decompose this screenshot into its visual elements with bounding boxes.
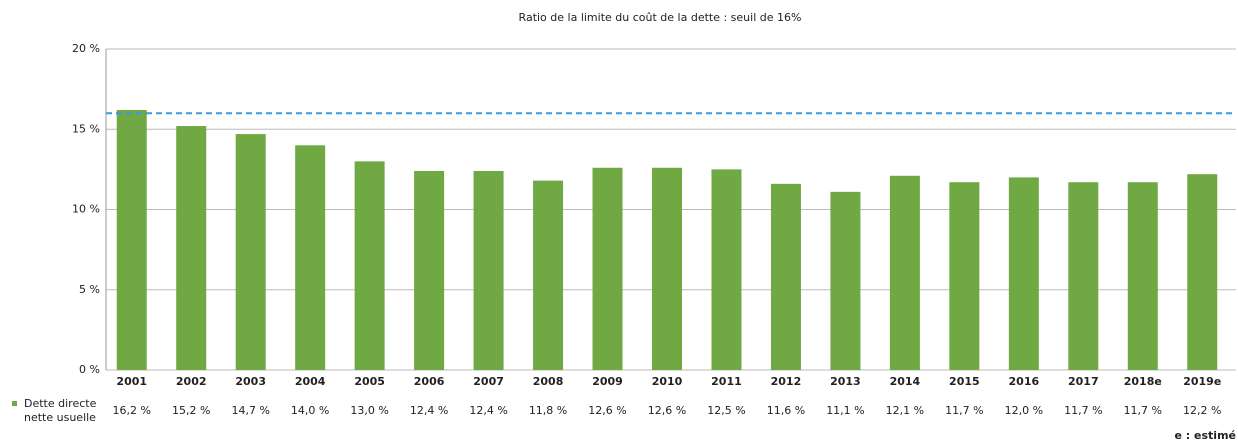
bar [414,170,445,370]
x-tick-label: 2007 [473,375,504,388]
y-tick-label: 15 % [72,122,100,135]
x-tick-label: 2008 [533,375,564,388]
legend-label: Dette directe nette usuelle [24,397,97,424]
x-tick-label: 2002 [176,375,207,388]
value-label: 11,1 % [826,404,864,417]
bar [711,169,742,370]
value-label: 12,4 % [410,404,448,417]
bar [770,183,801,370]
bar [949,182,980,370]
x-tick-label: 2006 [414,375,445,388]
x-tick-label: 2018e [1124,375,1162,388]
value-label: 16,2 % [113,404,151,417]
x-tick-label: 2004 [295,375,326,388]
bar [592,167,623,370]
value-label: 13,0 % [350,404,388,417]
value-label: 11,7 % [1124,404,1162,417]
bar [473,170,504,370]
bar [1127,182,1158,370]
value-label: 12,4 % [469,404,507,417]
y-tick-label: 10 % [72,203,100,216]
x-tick-label: 2013 [830,375,861,388]
value-label: 14,0 % [291,404,329,417]
value-label: 12,6 % [588,404,626,417]
bar [1187,174,1218,370]
x-tick-label: 2011 [711,375,742,388]
bar [116,109,147,371]
legend-swatch [12,401,17,406]
chart-title: Ratio de la limite du coût de la dette :… [519,11,802,24]
x-tick-label: 2001 [116,375,147,388]
x-tick-label: 2017 [1068,375,1099,388]
value-label: 12,5 % [707,404,745,417]
x-tick-label: 2010 [652,375,683,388]
y-tick-label: 20 % [72,42,100,55]
bar [176,126,207,370]
y-tick-label: 5 % [79,283,100,296]
x-tick-label: 2012 [771,375,802,388]
y-tick-label: 0 % [79,363,100,376]
value-label: 11,6 % [767,404,805,417]
value-label: 11,7 % [1064,404,1102,417]
x-tick-label: 2014 [890,375,921,388]
bar [295,145,326,370]
x-tick-label: 2009 [592,375,623,388]
bar [354,161,385,370]
bar [830,191,861,370]
x-tick-label: 2005 [354,375,385,388]
bar [235,134,266,370]
x-tick-label: 2016 [1009,375,1040,388]
value-label: 14,7 % [231,404,269,417]
x-tick-label: 2003 [235,375,266,388]
bar [1008,177,1039,370]
value-label: 12,1 % [886,404,924,417]
bar [652,167,682,370]
value-label: 11,8 % [529,404,567,417]
bar [1068,182,1099,370]
bar [889,175,920,370]
x-tick-label: 2015 [949,375,980,388]
bar [533,180,564,370]
value-label: 15,2 % [172,404,210,417]
value-label: 12,2 % [1183,404,1221,417]
value-label: 11,7 % [945,404,983,417]
x-tick-label: 2019e [1183,375,1221,388]
footnote: e : estimé [1175,429,1236,442]
value-label: 12,6 % [648,404,686,417]
value-label: 12,0 % [1005,404,1043,417]
